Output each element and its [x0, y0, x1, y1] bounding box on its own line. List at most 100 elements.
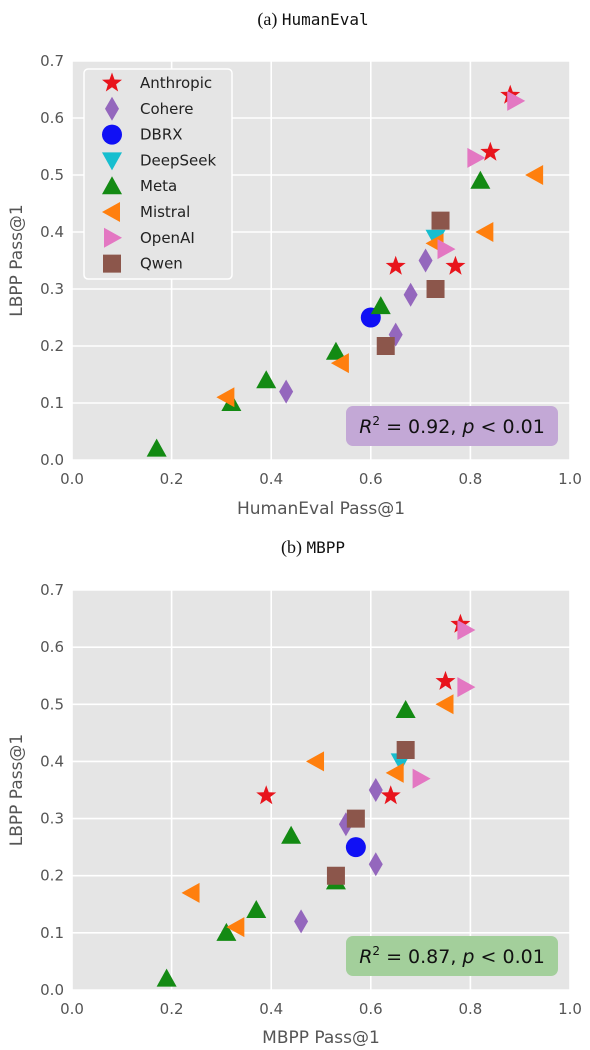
x-tick-label: 1.0 [558, 1000, 582, 1018]
data-point-anthropic [256, 785, 277, 805]
chart-title-prefix: (b) [281, 537, 307, 558]
data-point-cohere [368, 852, 383, 877]
panel-b: (b) MBPP 0.0 0.2 0.4 0.6 0.8 1.0 0.0 0.1 0.2 0.3 0.… [7, 537, 582, 1048]
data-point-anthropic [445, 255, 466, 275]
x-tick-label: 1.0 [558, 470, 582, 488]
data-point-qwen [376, 337, 395, 355]
y-tick-label: 0.1 [40, 394, 64, 412]
legend-box [83, 68, 233, 280]
y-tick-label: 0.5 [40, 166, 64, 184]
y-tick-label: 0.6 [40, 638, 64, 656]
data-point-anthropic [435, 670, 456, 690]
data-point-openai [467, 147, 486, 168]
data-point-meta [256, 370, 277, 389]
legend-marker-qwen [103, 254, 121, 273]
legend-marker-cohere [105, 96, 119, 121]
data-point-cohere [279, 379, 294, 404]
chart-title: (b) MBPP [281, 537, 345, 558]
stat-annotation: R2 = 0.92, p < 0.01 [359, 414, 545, 438]
legend-marker-mistral [102, 202, 120, 222]
y-axis-label: LBPP Pass@1 [7, 734, 27, 846]
y-tick-label: 0.3 [40, 810, 64, 828]
legend-label: Qwen [140, 255, 183, 273]
legend-label: DeepSeek [140, 151, 217, 169]
x-tick-label: 0.2 [160, 1000, 184, 1018]
x-axis-label: MBPP Pass@1 [262, 1028, 380, 1048]
series-meta [146, 170, 491, 457]
data-point-mistral [475, 222, 494, 242]
x-tick-label: 0.0 [60, 470, 84, 488]
data-point-cohere [403, 282, 418, 307]
x-tick-label: 0.6 [359, 1000, 383, 1018]
series-mistral [181, 694, 454, 938]
legend: Anthropic Cohere DBRX DeepSeek Meta Mistral Op… [83, 68, 233, 280]
y-tick-label: 0.2 [40, 337, 64, 355]
panel-a: (a) HumanEval 0.0 0.2 0.4 0.6 0.8 1.0 0.0 0.1 0.2… [7, 9, 582, 519]
data-point-meta [325, 341, 346, 360]
data-point-mistral [385, 762, 404, 783]
y-tick-label: 0.0 [40, 981, 64, 999]
data-point-qwen [431, 211, 450, 230]
series-qwen [376, 211, 450, 355]
plot-background [72, 590, 570, 990]
data-point-meta [281, 825, 302, 844]
data-point-cohere [368, 778, 383, 802]
y-tick-label: 0.0 [40, 451, 64, 469]
data-point-mistral [525, 165, 544, 185]
series-openai [437, 90, 526, 260]
legend-marker-deepseek [102, 152, 122, 171]
stat-annotation: R2 = 0.87, p < 0.01 [359, 944, 545, 968]
series-qwen [326, 741, 415, 885]
y-tick-label: 0.7 [40, 52, 64, 70]
x-tick-label: 0.2 [160, 470, 184, 488]
y-tick-label: 0.7 [40, 581, 64, 599]
data-point-qwen [346, 809, 365, 828]
chart-title: (a) HumanEval [257, 9, 368, 30]
data-point-meta [246, 900, 267, 918]
legend-label: DBRX [140, 126, 183, 144]
chart-title-prefix: (a) [257, 9, 281, 30]
data-point-openai [457, 620, 476, 640]
data-point-openai [457, 677, 476, 698]
data-point-mistral [435, 694, 454, 715]
y-axis-label: LBPP Pass@1 [7, 204, 27, 316]
legend-label: Cohere [140, 100, 193, 118]
data-point-mistral [181, 882, 200, 903]
data-point-qwen [426, 280, 445, 298]
data-point-openai [507, 90, 526, 111]
x-tick-label: 0.8 [458, 470, 482, 488]
stat-annotation-box [346, 406, 558, 446]
data-point-meta [395, 700, 416, 718]
stat-annotation-box [346, 936, 558, 976]
legend-marker-meta [102, 176, 122, 195]
data-point-anthropic [380, 785, 401, 805]
data-point-cohere [294, 909, 309, 934]
series-dbrx [345, 837, 366, 858]
series-cohere [294, 778, 383, 934]
legend-label: Mistral [140, 203, 190, 221]
data-point-mistral [216, 387, 235, 408]
data-point-meta [156, 968, 177, 987]
x-tick-label: 0.6 [359, 470, 383, 488]
data-point-meta [146, 438, 167, 457]
data-point-qwen [396, 741, 415, 759]
y-tick-label: 0.1 [40, 924, 64, 942]
y-tick-label: 0.6 [40, 109, 64, 127]
x-axis-label: HumanEval Pass@1 [237, 499, 405, 519]
data-point-meta [216, 922, 237, 941]
x-tick-label: 0.4 [259, 1000, 283, 1018]
legend-label: OpenAI [140, 229, 195, 247]
y-tick-label: 0.5 [40, 695, 64, 713]
data-point-openai [412, 768, 431, 789]
data-point-dbrx [345, 837, 366, 858]
x-tick-label: 0.0 [60, 1000, 84, 1018]
chart-title-benchmark: HumanEval [282, 10, 369, 29]
data-point-meta [370, 296, 391, 315]
data-point-mistral [226, 917, 245, 938]
data-point-cohere [418, 248, 433, 273]
chart-title-benchmark: MBPP [306, 538, 345, 557]
data-point-qwen [326, 866, 345, 885]
y-tick-label: 0.3 [40, 280, 64, 298]
legend-label: Meta [140, 177, 177, 195]
